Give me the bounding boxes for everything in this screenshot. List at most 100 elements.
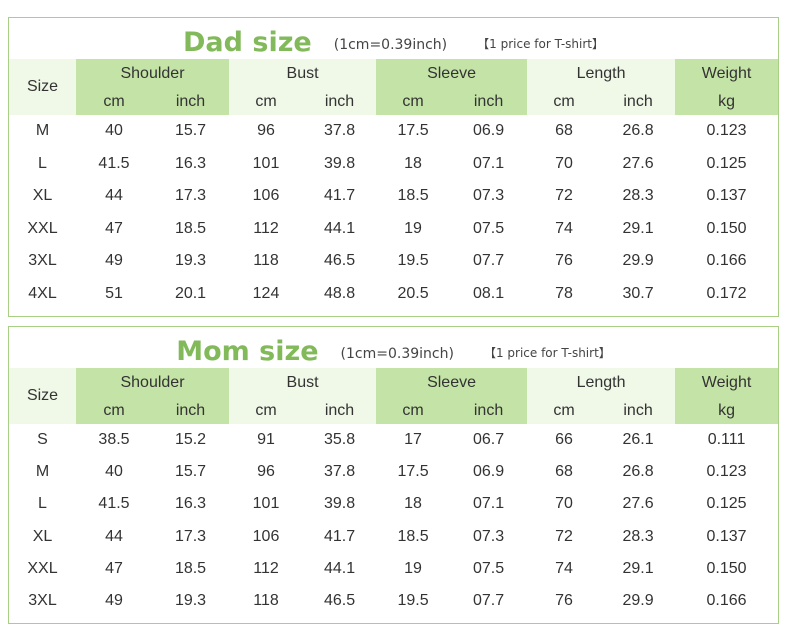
bust-cm-cell: 106 — [252, 187, 280, 205]
length-inch-cell: 29.1 — [622, 559, 654, 577]
size-cell: L — [38, 154, 47, 172]
length-cm-cell: 72 — [555, 527, 573, 545]
size-cell: 3XL — [28, 592, 57, 610]
table-row: M 40 15.7 96 37.8 17.5 06.9 68 26.8 0.123 — [9, 115, 778, 148]
weight-kg-cell: 0.123 — [706, 122, 747, 140]
weight-kg-cell: 0.137 — [706, 187, 747, 205]
length-inch-cell: 29.1 — [622, 219, 654, 237]
dad-size-title: Dad size — [183, 27, 312, 58]
weight-kg-cell: 0.125 — [706, 154, 747, 172]
bust-inch-cell: 41.7 — [323, 527, 356, 545]
length-cm-cell: 76 — [555, 592, 573, 610]
dad-size-panel: Dad size (1cm=0.39inch) 【1 price for T-s… — [8, 17, 779, 317]
sleeve-inch-cell: 07.3 — [472, 187, 505, 205]
table-row: M 40 15.7 96 37.8 17.5 06.9 68 26.8 0.123 — [9, 456, 778, 488]
shoulder-cm-cell: 41.5 — [98, 154, 130, 172]
length-cm-cell: 68 — [555, 122, 573, 140]
bust-inch-cell: 37.8 — [323, 122, 356, 140]
length-inch-cell: 29.9 — [622, 592, 654, 610]
shoulder-cm-cell: 44 — [105, 187, 123, 205]
bust-inch-cell: 46.5 — [323, 592, 356, 610]
bust-cm-cell: 118 — [253, 252, 279, 270]
size-cell: M — [35, 122, 50, 140]
bust-cm-cell: 96 — [257, 463, 275, 481]
length-cm-cell: 78 — [555, 284, 573, 302]
shoulder-inch-header: inch — [152, 397, 230, 424]
dad-unit-row: cm inch cm inch cm inch cm inch kg — [9, 88, 779, 115]
sleeve-inch-cell: 07.5 — [472, 219, 505, 237]
table-row: XL 44 17.3 106 41.7 18.5 07.3 72 28.3 0.137 — [9, 180, 778, 213]
shoulder-cm-cell: 51 — [105, 284, 123, 302]
bust-inch-header: inch — [303, 88, 377, 115]
bust-inch-cell: 44.1 — [323, 219, 356, 237]
sleeve-cm-cell: 17.5 — [397, 122, 429, 140]
size-header: Size — [9, 368, 76, 424]
sleeve-cm-cell: 17.5 — [397, 463, 429, 481]
sleeve-cm-cell: 19 — [404, 559, 422, 577]
sleeve-inch-cell: 07.7 — [472, 252, 505, 270]
shoulder-inch-cell: 19.3 — [174, 592, 207, 610]
mom-price-note: 【1 price for T-shirt】 — [483, 346, 611, 360]
sleeve-cm-cell: 17 — [404, 431, 422, 449]
sleeve-cm-cell: 18.5 — [397, 527, 429, 545]
length-cm-cell: 66 — [555, 431, 573, 449]
shoulder-inch-cell: 20.1 — [174, 284, 207, 302]
bust-cm-cell: 96 — [257, 122, 275, 140]
sleeve-header: Sleeve — [376, 368, 528, 397]
sleeve-inch-cell: 07.1 — [472, 154, 505, 172]
bust-cm-header: cm — [229, 88, 304, 115]
length-cm-cell: 74 — [555, 219, 573, 237]
weight-kg-header: kg — [675, 397, 779, 424]
bust-cm-cell: 112 — [253, 219, 279, 237]
length-header: Length — [527, 368, 676, 397]
mom-conversion-note: (1cm=0.39inch) — [340, 346, 454, 362]
size-cell: 4XL — [28, 284, 57, 302]
length-cm-cell: 70 — [555, 495, 573, 513]
shoulder-cm-cell: 47 — [105, 219, 123, 237]
bust-cm-cell: 101 — [252, 495, 280, 513]
shoulder-cm-cell: 40 — [105, 122, 123, 140]
weight-kg-header: kg — [675, 88, 779, 115]
sleeve-cm-header: cm — [376, 397, 451, 424]
shoulder-inch-cell: 17.3 — [174, 187, 207, 205]
length-cm-header: cm — [527, 88, 602, 115]
shoulder-inch-cell: 16.3 — [174, 154, 207, 172]
sleeve-cm-cell: 18 — [404, 154, 422, 172]
bust-header: Bust — [229, 59, 377, 88]
dad-conversion-note: (1cm=0.39inch) — [333, 37, 448, 53]
bust-cm-header: cm — [229, 397, 304, 424]
size-cell: XL — [32, 187, 53, 205]
weight-kg-cell: 0.137 — [706, 527, 747, 545]
bust-cm-cell: 91 — [257, 431, 275, 449]
length-inch-cell: 26.1 — [622, 431, 654, 449]
bust-inch-cell: 39.8 — [323, 495, 356, 513]
bust-inch-cell: 48.8 — [323, 284, 356, 302]
table-row: S 38.5 15.2 91 35.8 17 06.7 66 26.1 0.111 — [9, 424, 778, 456]
shoulder-cm-cell: 38.5 — [98, 431, 130, 449]
dad-size-table: Size Shoulder Bust Sleeve Length Weight … — [9, 59, 779, 310]
bust-cm-cell: 124 — [252, 284, 280, 302]
shoulder-cm-cell: 44 — [105, 527, 123, 545]
sleeve-cm-cell: 18.5 — [397, 187, 429, 205]
bust-inch-cell: 35.8 — [323, 431, 356, 449]
length-cm-cell: 76 — [555, 252, 573, 270]
sleeve-header: Sleeve — [376, 59, 528, 88]
bust-inch-cell: 37.8 — [323, 463, 356, 481]
sleeve-inch-cell: 07.1 — [472, 495, 505, 513]
sleeve-cm-cell: 18 — [404, 495, 422, 513]
sleeve-cm-cell: 19 — [404, 219, 422, 237]
size-cell: 3XL — [28, 252, 57, 270]
table-row: XXL 47 18.5 112 44.1 19 07.5 74 29.1 0.150 — [9, 213, 778, 246]
table-row: 3XL 49 19.3 118 46.5 19.5 07.7 76 29.9 0.166 — [9, 245, 778, 278]
shoulder-header: Shoulder — [76, 59, 230, 88]
sleeve-inch-cell: 06.9 — [472, 122, 505, 140]
sleeve-inch-cell: 07.3 — [472, 527, 505, 545]
size-cell: L — [38, 495, 47, 513]
bust-inch-header: inch — [303, 397, 377, 424]
length-cm-cell: 74 — [555, 559, 573, 577]
dad-price-note: 【1 price for T-shirt】 — [477, 37, 604, 51]
bust-cm-cell: 118 — [253, 592, 279, 610]
shoulder-cm-cell: 40 — [105, 463, 123, 481]
dad-table-body: Size Shoulder Bust Sleeve Length Weight … — [9, 59, 779, 310]
sleeve-cm-header: cm — [376, 88, 451, 115]
